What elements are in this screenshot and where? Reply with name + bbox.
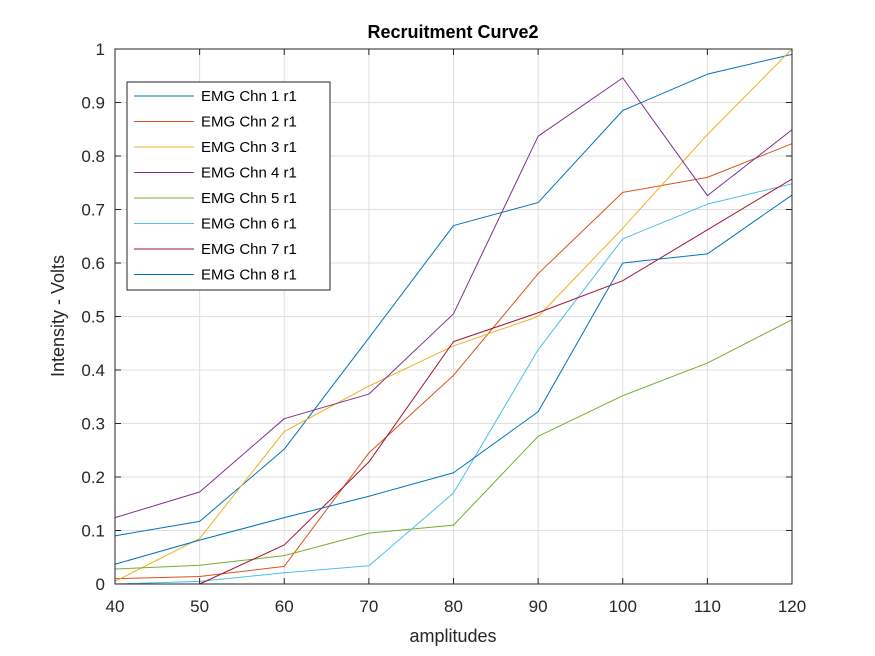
axes-box bbox=[114, 48, 793, 585]
x-axis-label: amplitudes bbox=[409, 626, 496, 646]
legend-label-5: EMG Chn 5 r1 bbox=[201, 190, 297, 207]
series-line-4 bbox=[114, 77, 793, 519]
series-line-3 bbox=[114, 48, 793, 582]
legend-label-1: EMG Chn 1 r1 bbox=[201, 88, 297, 105]
x-tick-label: 60 bbox=[275, 597, 294, 616]
legend-label-8: EMG Chn 8 r1 bbox=[201, 267, 297, 284]
x-tick-label: 110 bbox=[694, 597, 721, 616]
x-tick-label: 80 bbox=[444, 597, 463, 616]
legend-box bbox=[126, 81, 331, 291]
y-tick-labels: 0 0.1 0.2 0.3 0.4 0.5 0.6 0.7 0.8 0.9 1 bbox=[81, 40, 105, 594]
series-group bbox=[114, 48, 793, 585]
x-tick-label: 50 bbox=[190, 597, 209, 616]
y-tick-label: 0.7 bbox=[81, 201, 105, 220]
y-tick-label: 0.9 bbox=[81, 94, 105, 113]
legend-label-2: EMG Chn 2 r1 bbox=[201, 114, 297, 131]
chart-title: Recruitment Curve2 bbox=[367, 22, 538, 42]
y-tick-label: 0.1 bbox=[81, 522, 105, 541]
series-line-2 bbox=[114, 143, 793, 580]
series-line-8 bbox=[114, 194, 793, 565]
x-tick-labels: 40 50 60 70 80 90 100 110 120 bbox=[106, 597, 807, 616]
y-tick-label: 0.2 bbox=[81, 468, 105, 487]
x-tick-label: 90 bbox=[529, 597, 548, 616]
series-line-1 bbox=[114, 53, 793, 537]
legend-label-3: EMG Chn 3 r1 bbox=[201, 139, 297, 156]
y-tick-label: 0.5 bbox=[81, 308, 105, 327]
x-tick-label: 100 bbox=[609, 597, 637, 616]
series-line-7 bbox=[115, 178, 793, 585]
x-tick-label: 70 bbox=[359, 597, 378, 616]
legend-label-4: EMG Chn 4 r1 bbox=[201, 165, 297, 182]
x-tick-label: 40 bbox=[106, 597, 125, 616]
axes bbox=[114, 48, 793, 585]
y-tick-label: 0.8 bbox=[81, 147, 105, 166]
y-tick-label: 0 bbox=[96, 575, 105, 594]
legend-label-7: EMG Chn 7 r1 bbox=[201, 241, 297, 258]
legend-label-6: EMG Chn 6 r1 bbox=[201, 216, 297, 233]
y-tick-label: 0.3 bbox=[81, 415, 105, 434]
series-line-5 bbox=[114, 319, 793, 570]
y-axis-label: Intensity - Volts bbox=[48, 255, 68, 377]
legend: EMG Chn 1 r1 EMG Chn 2 r1 EMG Chn 3 r1 EMG … bbox=[126, 81, 331, 291]
series-line-6 bbox=[114, 183, 793, 585]
y-tick-label: 0.6 bbox=[81, 254, 105, 273]
x-tick-label: 120 bbox=[778, 597, 806, 616]
y-tick-label: 1 bbox=[96, 40, 105, 59]
y-tick-label: 0.4 bbox=[81, 361, 105, 380]
